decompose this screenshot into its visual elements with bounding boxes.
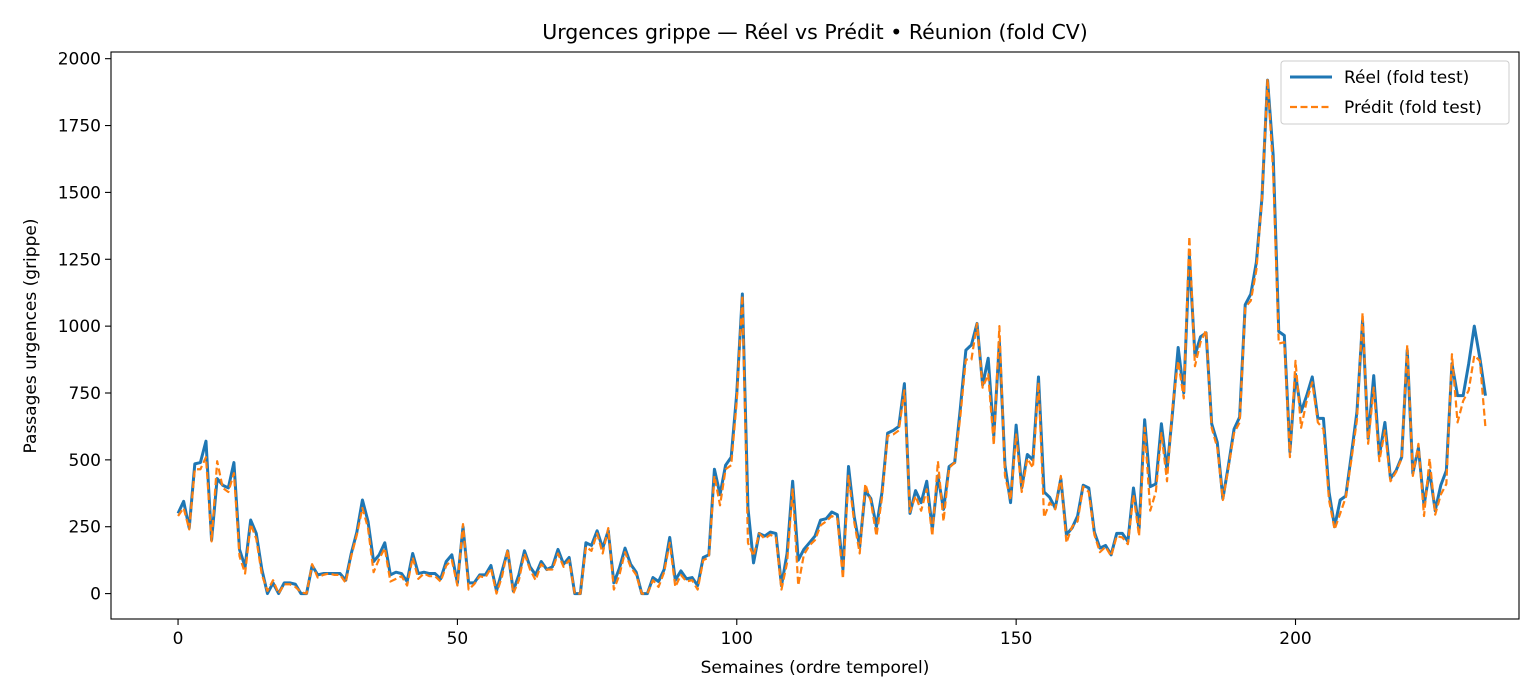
legend-label-predicted: Prédit (fold test)	[1344, 98, 1482, 118]
x-tick-label: 0	[173, 629, 184, 649]
y-tick-label: 750	[69, 384, 101, 404]
x-axis-label: Semaines (ordre temporel)	[701, 658, 930, 678]
chart-title: Urgences grippe — Réel vs Prédit • Réuni…	[542, 20, 1088, 44]
x-tick-label: 50	[447, 629, 469, 649]
x-tick-label: 150	[1000, 629, 1032, 649]
y-tick-label: 0	[90, 585, 101, 605]
plot-frame	[110, 51, 1520, 620]
x-tick-label: 200	[1279, 629, 1311, 649]
y-tick-label: 500	[69, 451, 101, 471]
y-tick-label: 250	[69, 518, 101, 538]
x-tick-label: 100	[721, 629, 753, 649]
legend-box	[1280, 60, 1510, 125]
x-axis: 0 50 100 150 200	[173, 619, 1312, 649]
y-tick-label: 1250	[58, 250, 101, 270]
legend: Réel (fold test) Prédit (fold test)	[1280, 60, 1510, 125]
y-axis-label: Passages urgences (grippe)	[21, 219, 41, 454]
plot-area	[176, 77, 1487, 596]
y-tick-label: 2000	[58, 50, 101, 70]
y-axis: 0 250 500 750 1000 1250 1500 1750 2000	[58, 50, 111, 605]
y-tick-label: 1750	[58, 117, 101, 137]
series-line-predicted	[177, 77, 1487, 595]
y-tick-label: 1500	[58, 183, 101, 203]
y-tick-label: 1000	[58, 317, 101, 337]
legend-label-real: Réel (fold test)	[1344, 68, 1469, 88]
